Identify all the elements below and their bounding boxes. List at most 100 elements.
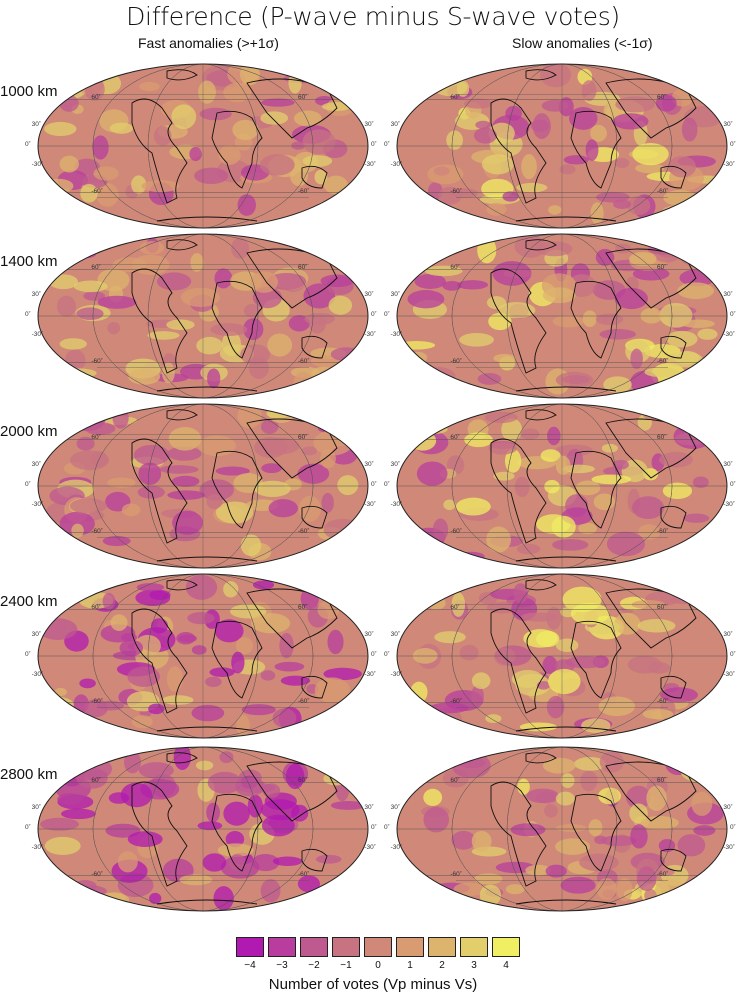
latitude-label: 0˚ [25, 481, 31, 488]
row-label: 2000 km [0, 423, 58, 440]
latitude-label: 0˚ [384, 651, 390, 658]
mollweide-map [396, 746, 728, 912]
colorbar-tick-label: 1 [407, 960, 413, 971]
column-title-slow: Slow anomalies (<-1σ) [512, 35, 653, 51]
latitude-label: -30˚ [364, 843, 376, 851]
colorbar-title: Number of votes (Vp minus Vs) [268, 976, 478, 993]
latitude-label: -60˚ [656, 358, 669, 366]
latitude-label: -30˚ [364, 500, 376, 508]
latitude-label: 60˚ [297, 603, 308, 611]
latitude-label: -60˚ [91, 698, 103, 706]
latitude-label: 30˚ [364, 804, 374, 812]
latitude-label: -30˚ [364, 670, 376, 678]
latitude-label: -60˚ [297, 528, 310, 536]
latitude-label: 30˚ [390, 121, 401, 129]
latitude-label: 60˚ [450, 433, 460, 441]
latitude-label: 0˚ [730, 141, 736, 148]
colorbar-swatch: −3 [268, 937, 296, 971]
latitude-label: -30˚ [31, 670, 44, 678]
latitude-label: 30˚ [364, 121, 374, 129]
colorbar-tick-label: 2 [439, 960, 445, 971]
latitude-label: -30˚ [723, 330, 735, 338]
latitude-label: -30˚ [31, 500, 44, 508]
mollweide-map [396, 403, 728, 569]
latitude-label: -30˚ [390, 160, 403, 168]
latitude-label: 60˚ [656, 433, 667, 441]
latitude-label: 30˚ [390, 291, 401, 299]
latitude-label: 30˚ [31, 461, 42, 469]
latitude-label: 30˚ [390, 631, 401, 639]
latitude-label: -60˚ [91, 528, 103, 536]
latitude-label: -30˚ [364, 330, 376, 338]
colorbar-swatch: 3 [460, 937, 488, 971]
latitude-label: 60˚ [297, 776, 308, 784]
latitude-label: 0˚ [371, 651, 377, 658]
latitude-label: 30˚ [364, 631, 374, 639]
latitude-label: -30˚ [390, 500, 403, 508]
latitude-label: 0˚ [25, 824, 31, 831]
latitude-label: 60˚ [91, 93, 101, 101]
latitude-label: -60˚ [91, 188, 103, 196]
column-title-fast: Fast anomalies (>+1σ) [138, 35, 279, 51]
latitude-label: -30˚ [364, 160, 376, 168]
latitude-label: 0˚ [384, 481, 390, 488]
mollweide-map [37, 63, 369, 229]
latitude-label: 30˚ [31, 121, 42, 129]
row-label: 2800 km [0, 766, 58, 783]
latitude-label: 30˚ [723, 631, 733, 639]
mollweide-map [37, 403, 369, 569]
latitude-label: 30˚ [723, 121, 733, 129]
latitude-label: 0˚ [730, 311, 736, 318]
row-label: 2400 km [0, 593, 58, 610]
latitude-label: -60˚ [450, 188, 462, 196]
latitude-label: 30˚ [390, 804, 401, 812]
latitude-label: -60˚ [297, 698, 310, 706]
latitude-label: 0˚ [384, 311, 390, 318]
mollweide-map [396, 573, 728, 739]
colorbar-tick-label: −1 [340, 960, 352, 971]
latitude-label: 0˚ [384, 141, 390, 148]
latitude-label: -30˚ [723, 500, 735, 508]
latitude-label: 60˚ [297, 93, 308, 101]
mollweide-map [396, 63, 728, 229]
latitude-label: 30˚ [31, 291, 42, 299]
latitude-label: -60˚ [450, 698, 462, 706]
colorbar-tick-label: −4 [244, 960, 256, 971]
mollweide-map [396, 233, 728, 399]
latitude-label: 0˚ [25, 311, 31, 318]
row-label: 1400 km [0, 253, 58, 270]
latitude-label: 60˚ [297, 433, 308, 441]
colorbar-swatch: 4 [492, 937, 520, 971]
latitude-label: 0˚ [730, 824, 736, 831]
latitude-label: -30˚ [723, 160, 735, 168]
mollweide-map [37, 573, 369, 739]
latitude-label: 60˚ [656, 776, 667, 784]
row-label: 1000 km [0, 83, 58, 100]
latitude-label: 60˚ [656, 603, 667, 611]
latitude-label: 0˚ [25, 141, 31, 148]
latitude-label: 30˚ [723, 291, 733, 299]
colorbar-tick-label: −3 [276, 960, 288, 971]
latitude-label: 0˚ [371, 141, 377, 148]
latitude-label: 30˚ [723, 461, 733, 469]
latitude-label: -60˚ [297, 188, 310, 196]
latitude-label: 60˚ [656, 263, 667, 271]
latitude-label: -60˚ [450, 871, 462, 879]
colorbar-swatch: 0 [364, 937, 392, 971]
colorbar-tick-label: 0 [375, 960, 381, 971]
latitude-label: -30˚ [31, 160, 44, 168]
latitude-label: -30˚ [31, 843, 44, 851]
colorbar-tick-label: 4 [503, 960, 509, 971]
latitude-label: 0˚ [25, 651, 31, 658]
latitude-label: 0˚ [371, 311, 377, 318]
colorbar-swatch: 2 [428, 937, 456, 971]
latitude-label: 30˚ [31, 631, 42, 639]
latitude-label: 60˚ [91, 776, 101, 784]
latitude-label: 60˚ [656, 93, 667, 101]
latitude-label: -30˚ [723, 670, 735, 678]
colorbar-swatch: 1 [396, 937, 424, 971]
latitude-label: 30˚ [364, 461, 374, 469]
colorbar-swatch: −1 [332, 937, 360, 971]
latitude-label: -60˚ [91, 358, 103, 366]
latitude-label: 0˚ [730, 481, 736, 488]
